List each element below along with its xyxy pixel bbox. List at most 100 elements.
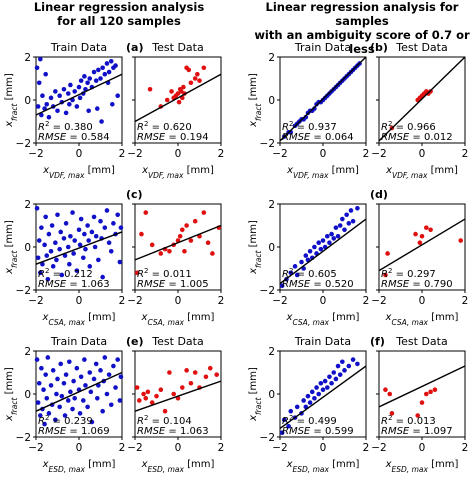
y-tick-label: −2	[260, 432, 275, 444]
test-data-point	[175, 91, 181, 96]
test-data-point	[413, 231, 418, 237]
train-data-point	[76, 84, 82, 90]
train-data-point	[91, 214, 97, 220]
train-data-point	[86, 238, 91, 243]
train-data-point	[325, 233, 330, 239]
train-data-point	[98, 218, 103, 224]
train-data-point	[81, 255, 86, 261]
regression-line	[279, 56, 367, 142]
train-data-point	[45, 355, 51, 360]
y-tick-label: 0	[268, 242, 275, 254]
test-data-point	[145, 389, 151, 395]
x-axis-label: xVDF, max [mm]	[141, 165, 214, 180]
test-data-point	[428, 389, 433, 395]
train-data-point	[106, 69, 112, 75]
x-tick-label: 0	[175, 295, 182, 307]
train-data-point	[54, 391, 59, 397]
train-data-point	[312, 396, 317, 401]
x-tick-label: −2	[127, 148, 142, 160]
test-data-point	[201, 210, 207, 215]
y-tick-label: 0	[24, 242, 31, 254]
train-data-point	[91, 69, 97, 75]
x-axis-label: xESD, max [mm]	[385, 459, 459, 474]
train-data-point	[329, 380, 334, 386]
x-axis-label: xVDF, max [mm]	[385, 165, 458, 180]
train-data-point	[82, 74, 87, 79]
y-tick-label: 0	[268, 389, 275, 401]
rmse-label: RMSE = 1.063	[137, 426, 209, 437]
test-data-point	[137, 398, 142, 403]
test-data-point	[134, 270, 140, 276]
train-data-point	[286, 423, 291, 429]
train-data-point	[87, 370, 93, 375]
train-data-point	[102, 225, 108, 230]
x-tick-label: 2	[119, 148, 126, 160]
train-data-point	[282, 417, 287, 423]
y-tick-label: 2	[24, 199, 31, 211]
train-data-point	[355, 206, 360, 211]
panel-title: Test Data	[151, 335, 203, 348]
train-data-point	[53, 240, 58, 245]
y-axis-label: xfract [mm]	[4, 367, 19, 422]
test-data-point	[188, 80, 194, 86]
train-data-point	[288, 408, 294, 414]
test-data-point	[167, 249, 172, 254]
train-data-point	[292, 264, 298, 269]
test-data-point	[176, 99, 182, 105]
train-data-point	[57, 93, 62, 98]
train-data-point	[318, 246, 324, 252]
x-tick-label: −2	[127, 442, 142, 454]
y-tick-label: 2	[268, 52, 275, 64]
train-data-point	[113, 385, 118, 390]
train-data-point	[96, 257, 101, 263]
plot-frame	[378, 203, 466, 291]
test-data-point	[385, 251, 390, 256]
test-data-point	[188, 380, 194, 386]
train-data-point	[89, 419, 95, 425]
x-tick-label: 0	[419, 148, 426, 160]
train-data-point	[55, 376, 60, 382]
rmse-label: RMSE = 1.069	[38, 426, 110, 437]
y-tick-label: 0	[24, 95, 31, 107]
train-data-point	[340, 359, 345, 365]
rmse-label: RMSE = 0.584	[38, 132, 110, 143]
train-data-point	[61, 380, 67, 386]
train-data-point	[93, 233, 99, 239]
train-data-point	[43, 214, 48, 220]
train-data-point	[279, 283, 285, 289]
test-data-point	[417, 240, 423, 245]
y-tick-label: −2	[260, 285, 275, 297]
test-data-point	[197, 78, 202, 83]
x-tick-label: 0	[76, 442, 83, 454]
plot-frame	[134, 350, 222, 438]
train-data-point	[294, 404, 300, 410]
panel-label: (a)	[126, 41, 143, 54]
train-data-point	[337, 223, 343, 228]
train-data-point	[68, 82, 73, 88]
train-data-point	[342, 368, 347, 373]
train-data-point	[55, 108, 60, 114]
x-axis-label: xCSA, max [mm]	[286, 312, 360, 327]
train-data-point	[36, 380, 42, 386]
r-squared-label: R2 = 0.499	[282, 414, 337, 427]
r-squared-label: R2 = 0.239	[38, 414, 93, 427]
y-axis-label: xfract [mm]	[4, 73, 19, 128]
panel-label: (e)	[126, 335, 144, 348]
y-tick-label: 2	[24, 346, 31, 358]
test-data-point	[207, 365, 213, 371]
train-data-point	[81, 398, 86, 403]
train-data-point	[346, 221, 352, 226]
test-data-point	[181, 84, 186, 90]
test-data-point	[415, 413, 421, 418]
test-data-point	[139, 231, 144, 237]
train-data-point	[70, 406, 75, 412]
test-data-point	[154, 393, 159, 399]
rmse-label: RMSE = 0.194	[137, 132, 209, 143]
train-data-point	[320, 238, 326, 243]
train-data-point	[91, 376, 97, 382]
train-data-point	[59, 393, 65, 399]
panel-title: Train Data	[50, 335, 107, 348]
train-data-point	[35, 400, 41, 405]
train-data-point	[65, 91, 71, 96]
train-data-point	[87, 76, 93, 81]
